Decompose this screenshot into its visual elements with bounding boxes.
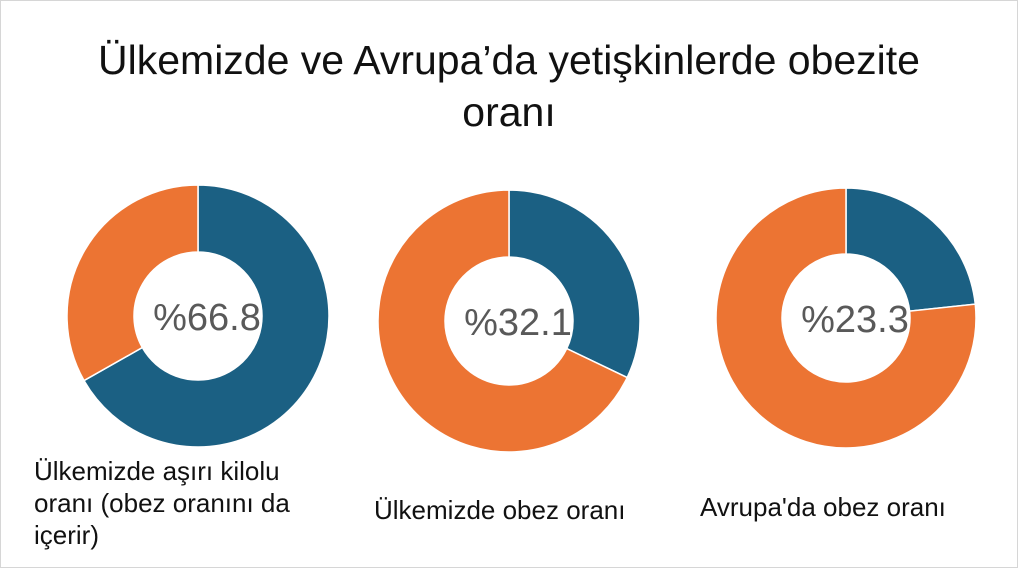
donut-chart-europe-obesity: %23.3 (715, 187, 977, 449)
caption-adult-overweight: Ülkemizde aşırı kilolu oranı (obez oranı… (34, 455, 334, 551)
donut-center-label: %32.1 (464, 302, 572, 344)
donut-slice-remainder (715, 187, 977, 449)
caption-europe-obesity: Avrupa'da obez oranı (700, 491, 990, 523)
caption-line: Ülkemizde obez oranı (374, 495, 626, 525)
donut-slice-primary (845, 187, 977, 313)
donut-slice-primary (508, 189, 641, 379)
caption-line: Ülkemizde aşırı kilolu (34, 456, 280, 486)
donut-chart-adult-overweight: %66.8 (66, 184, 330, 448)
donut-slice-remainder (377, 189, 629, 453)
caption-line: oranı (obez oranını da (34, 488, 290, 518)
caption-turkey-obesity: Ülkemizde obez oranı (374, 494, 664, 526)
caption-line: Avrupa'da obez oranı (700, 492, 946, 522)
donut-center-label: %66.8 (153, 297, 261, 339)
donut-center-label: %23.3 (801, 299, 909, 341)
chart-title: Ülkemizde ve Avrupa’da yetişkinlerde obe… (0, 34, 1018, 138)
donut-slice-primary (82, 184, 330, 448)
caption-line: içerir) (34, 520, 99, 550)
donut-chart-turkey-obesity: %32.1 (377, 189, 641, 453)
chart-title-line-2: oranı (462, 89, 556, 135)
chart-title-line-1: Ülkemizde ve Avrupa’da yetişkinlerde obe… (98, 37, 920, 83)
donut-slice-remainder (66, 184, 199, 382)
